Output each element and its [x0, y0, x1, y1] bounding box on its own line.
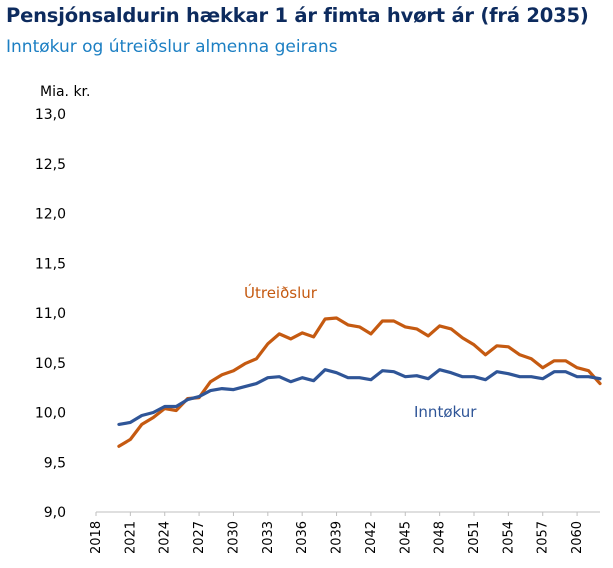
- y-axis-label: Mia. kr.: [40, 84, 90, 100]
- x-tick-label: 2024: [158, 521, 173, 554]
- x-tick-label: 2042: [364, 521, 379, 554]
- y-tick-label: 12,0: [35, 207, 66, 223]
- x-tick-label: 2054: [501, 521, 516, 554]
- x-tick-label: 2027: [192, 521, 207, 554]
- chart-title: Pensjónsaldurin hækkar 1 ár fimta hvørt …: [6, 4, 589, 27]
- x-tick-label: 2045: [398, 521, 413, 554]
- series-label-inntokur: Inntøkur: [414, 403, 477, 421]
- y-tick-label: 11,5: [35, 256, 66, 272]
- y-axis: 9,0 9,5 10,0 10,5 11,0 11,5 12,0 12,5 13,0: [35, 107, 66, 521]
- y-tick-label: 13,0: [35, 107, 66, 123]
- y-tick-label: 11,0: [35, 306, 66, 322]
- x-tick-label: 2048: [433, 521, 448, 554]
- x-tick-label: 2051: [467, 521, 482, 554]
- chart-subtitle: Inntøkur og útreiðslur almenna geirans: [6, 37, 338, 57]
- y-tick-label: 9,0: [44, 505, 66, 521]
- series-label-utreidslur: Útreiðslur: [244, 283, 318, 302]
- x-tick-label: 2021: [123, 521, 138, 554]
- plot-area: [117, 316, 602, 448]
- series-line-utreidslur: [117, 316, 602, 448]
- x-tick-label: 2039: [330, 521, 345, 554]
- x-tick-label: 2060: [570, 521, 585, 554]
- x-tick-label: 2018: [89, 521, 104, 554]
- y-tick-label: 10,5: [35, 356, 66, 372]
- series-labels: Útreiðslur Inntøkur: [244, 283, 477, 421]
- x-tick-label: 2036: [295, 521, 310, 554]
- y-tick-label: 12,5: [35, 157, 66, 173]
- x-axis: 2018 2021 2024 2027 2030 2033 2036 2039 2042 2045…: [89, 512, 585, 554]
- series-line-inntokur: [117, 368, 602, 426]
- y-tick-label: 9,5: [44, 455, 66, 471]
- y-tick-label: 10,0: [35, 406, 66, 422]
- x-tick-label: 2033: [261, 521, 276, 554]
- x-tick-label: 2030: [226, 521, 241, 554]
- x-tick-label: 2057: [536, 521, 551, 554]
